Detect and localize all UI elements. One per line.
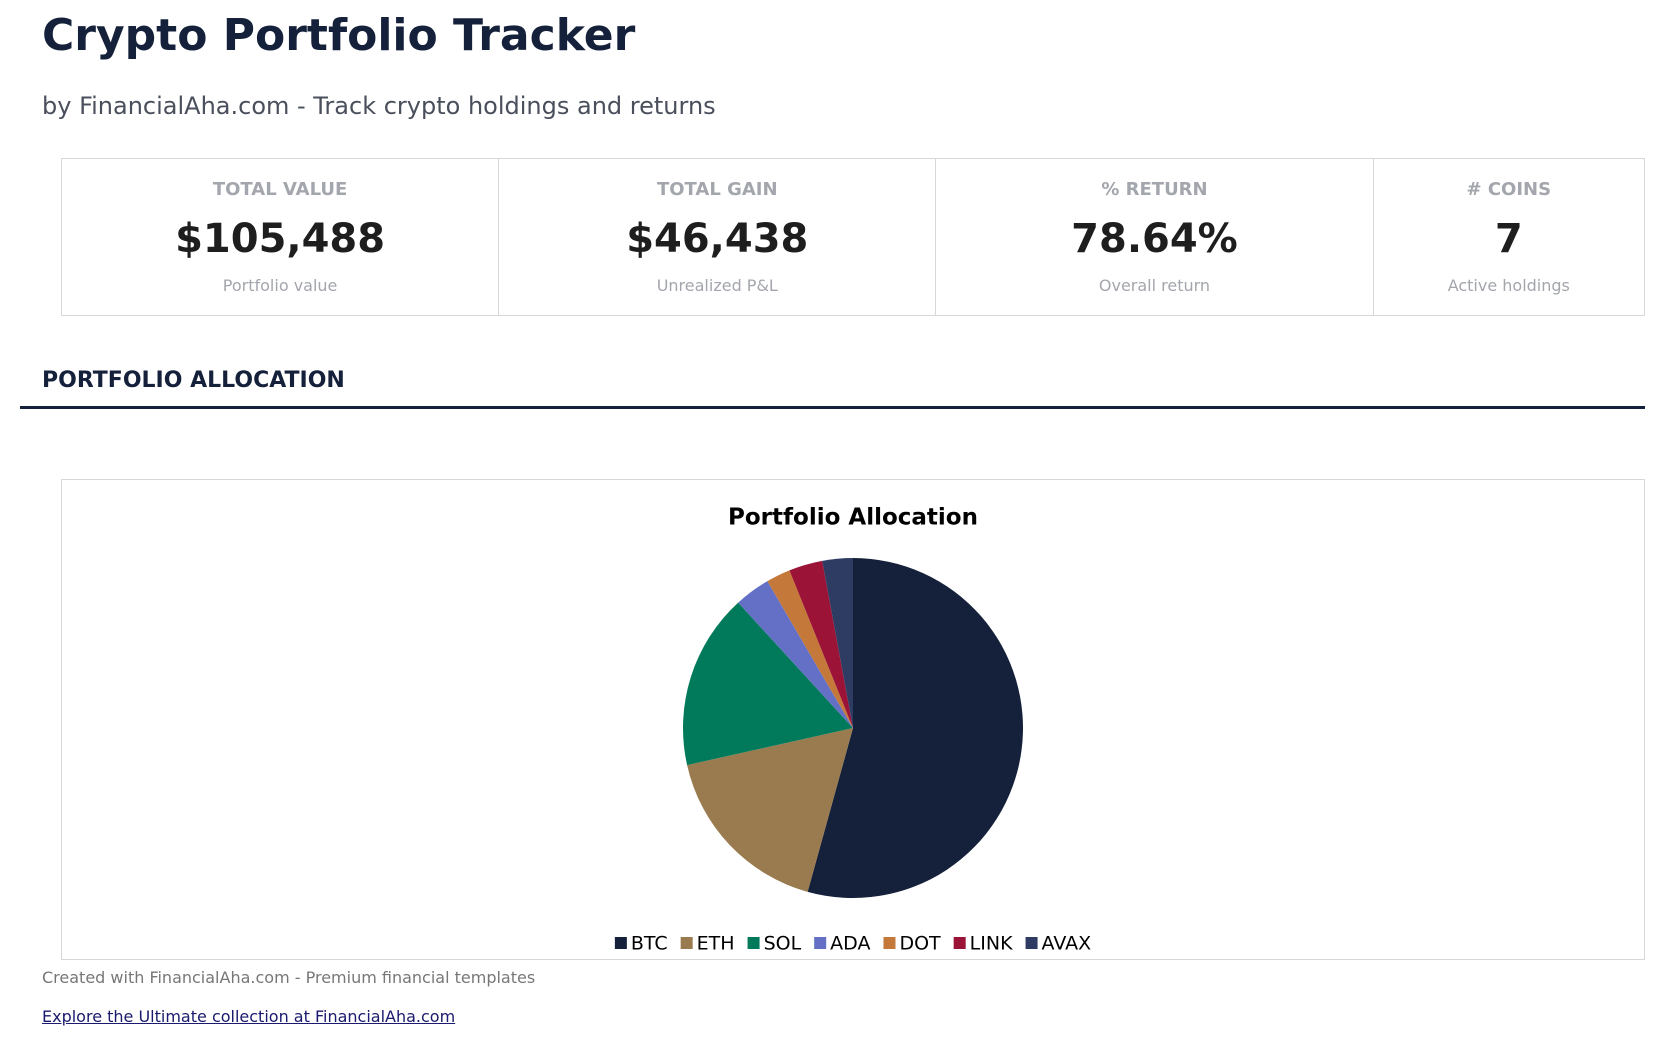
card-label: % RETURN [1101,179,1208,200]
card-value: 78.64% [1071,216,1238,262]
legend-swatch [614,937,627,949]
pie-slice [822,558,853,728]
legend-swatch [814,937,827,949]
legend-swatch [953,937,966,949]
summary-card: TOTAL VALUE $105,488 Portfolio value [62,159,500,315]
card-label: TOTAL GAIN [656,179,778,200]
section-rule [20,406,1645,409]
legend-label: LINK [970,933,1013,955]
card-value: 7 [1494,216,1523,262]
legend-label: AVAX [1042,933,1092,955]
chart-box: Portfolio Allocation BTC ETH SOL ADA DOT LINK… [61,479,1645,960]
legend-swatch [747,937,760,949]
pie-slice [687,728,853,892]
page-title: Crypto Portfolio Tracker [42,10,636,61]
card-label: # COINS [1466,179,1552,200]
card-label: TOTAL VALUE [212,179,348,200]
summary-card: # COINS 7 Active holdings [1374,159,1644,315]
legend-swatch [680,937,693,949]
legend-swatch [1025,937,1038,949]
card-value: $105,488 [175,216,386,262]
card-note: Overall return [1098,276,1211,295]
summary-card: TOTAL GAIN $46,438 Unrealized P&L [499,159,937,315]
legend-label: ETH [697,933,735,955]
legend-label: BTC [631,933,668,955]
legend-label: SOL [764,933,802,955]
footer-link[interactable]: Explore the Ultimate collection at Finan… [42,1007,456,1026]
chart: Portfolio Allocation BTC ETH SOL ADA DOT LINK… [614,505,1092,955]
legend-swatch [883,937,896,949]
pie-slice [738,581,853,728]
pie-slice [807,558,1023,898]
pie-slice [683,602,853,766]
subtitle: by FinancialAha.com - Track crypto holdi… [42,92,716,120]
pie-slice [767,570,853,728]
section-title: PORTFOLIO ALLOCATION [42,368,345,393]
chart-title: Portfolio Allocation [728,505,978,531]
legend-label: DOT [899,933,941,955]
card-note: Active holdings [1447,276,1570,295]
legend-label: ADA [830,933,870,955]
card-value: $46,438 [626,216,809,262]
summary-card: % RETURN 78.64% Overall return [936,159,1374,315]
footer-note: Created with FinancialAha.com - Premium … [42,968,536,987]
card-note: Portfolio value [222,276,338,295]
summary-cards: TOTAL VALUE $105,488 Portfolio value TOTAL … [61,158,1645,316]
card-note: Unrealized P&L [656,276,778,295]
pie-slice [789,560,853,728]
